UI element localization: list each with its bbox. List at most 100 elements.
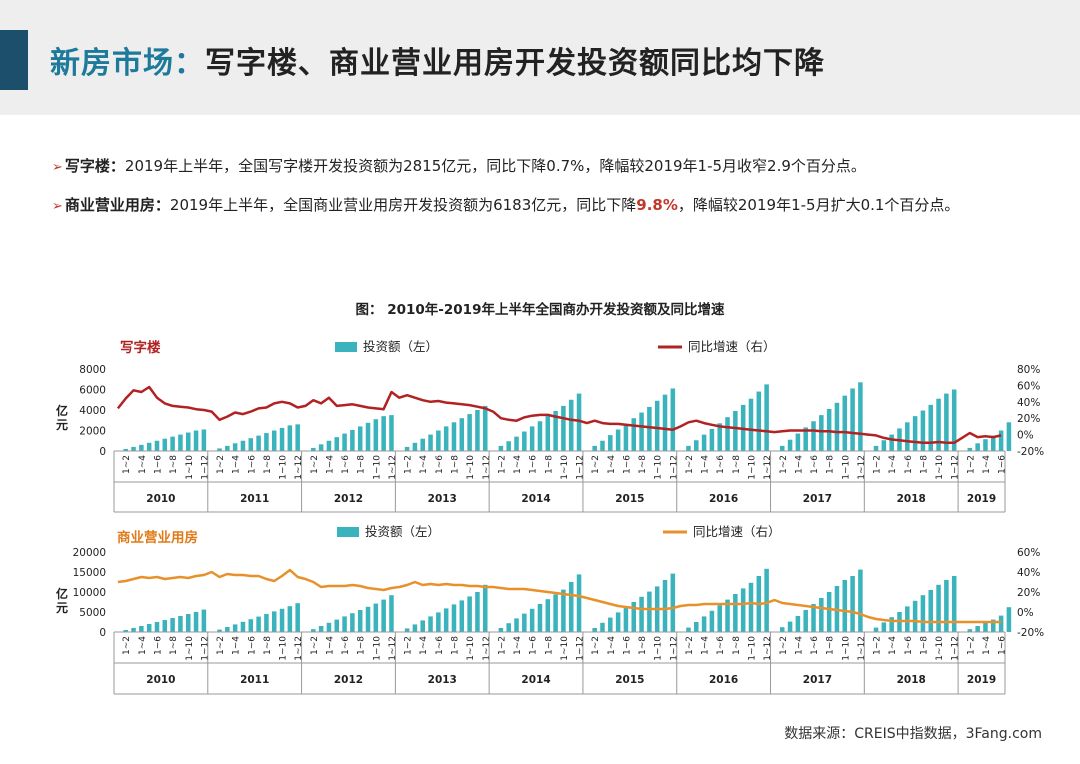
month-tick-label: 1~8 xyxy=(169,455,179,474)
month-tick-label: 1~12 xyxy=(294,636,304,661)
investment-bar xyxy=(522,613,527,632)
investment-bar xyxy=(506,623,511,632)
investment-bar xyxy=(608,435,613,451)
investment-bar xyxy=(779,627,785,632)
investment-bar xyxy=(240,440,246,451)
year-label: 2017 xyxy=(803,493,832,505)
year-label: 2019 xyxy=(967,493,996,505)
month-tick-label: 1~2 xyxy=(497,636,507,655)
investment-bar xyxy=(217,448,222,451)
investment-bar xyxy=(998,430,1004,451)
investment-bar xyxy=(850,576,855,632)
investment-bar xyxy=(443,608,449,632)
month-tick-label: 1~12 xyxy=(576,636,586,661)
investment-bar xyxy=(858,569,863,632)
month-tick-label: 1~6 xyxy=(529,455,539,474)
investment-bar xyxy=(248,619,254,632)
investment-bar xyxy=(694,622,699,632)
slide-title: 新房市场：写字楼、商业营业用房开发投资额同比均下降 xyxy=(50,38,825,82)
month-tick-label: 1~10 xyxy=(372,455,382,480)
figure-title: 图： 2010年-2019年上半年全国商办开发投资额及同比增速 xyxy=(355,302,725,318)
month-tick-label: 1~4 xyxy=(982,636,992,655)
investment-bar xyxy=(365,606,371,632)
investment-bar xyxy=(764,568,769,632)
year-label: 2012 xyxy=(334,493,363,505)
investment-bar xyxy=(819,415,824,451)
title-highlight: 新房市场： xyxy=(50,46,205,81)
investment-bar xyxy=(756,391,762,451)
investment-bar xyxy=(842,395,848,451)
investment-bar xyxy=(912,416,918,451)
investment-bar xyxy=(608,617,613,632)
year-label: 2013 xyxy=(428,493,457,505)
investment-bar xyxy=(514,436,519,451)
investment-bar xyxy=(670,388,676,451)
investment-bar xyxy=(350,429,355,451)
month-tick-label: 1~4 xyxy=(513,636,523,655)
investment-bar xyxy=(834,402,840,451)
month-tick-label: 1~4 xyxy=(701,636,711,655)
investment-bar xyxy=(545,416,551,451)
year-label: 2019 xyxy=(967,674,996,686)
investment-bar xyxy=(826,408,832,451)
month-tick-label: 1~12 xyxy=(951,636,961,661)
month-tick-label: 1~10 xyxy=(560,636,570,661)
bullet-commercial: ➢ 商业营业用房：2019年上半年，全国商业营业用房开发投资额为6183亿元，同比… xyxy=(52,194,959,215)
month-tick-label: 1~4 xyxy=(607,636,617,655)
month-tick-label: 1~2 xyxy=(966,455,976,474)
investment-bar xyxy=(631,418,637,451)
investment-bar xyxy=(162,438,168,451)
investment-bar xyxy=(701,434,707,451)
bullet-text: 2019年上半年，全国写字楼开发投资额为2815亿元，同比下降0.7%，降幅较2… xyxy=(124,157,866,175)
investment-bar xyxy=(139,444,144,451)
y-tick-label: 4000 xyxy=(79,405,106,417)
y2-tick-label: 20% xyxy=(1017,587,1040,599)
investment-bar xyxy=(178,434,183,451)
investment-bar xyxy=(936,584,941,632)
month-tick-label: 1~6 xyxy=(435,636,445,655)
investment-bar xyxy=(498,445,504,451)
growth-line xyxy=(117,568,1002,624)
month-tick-label: 1~4 xyxy=(232,455,242,474)
month-tick-label: 1~2 xyxy=(966,636,976,655)
investment-bar xyxy=(889,434,894,451)
month-tick-label: 1~10 xyxy=(841,636,851,661)
y2-tick-label: 40% xyxy=(1017,567,1040,579)
investment-bar xyxy=(475,592,480,632)
investment-bar xyxy=(639,596,644,632)
investment-bar xyxy=(506,441,511,451)
investment-bar xyxy=(443,426,449,451)
y2-tick-label: 20% xyxy=(1017,413,1040,425)
month-tick-label: 1~6 xyxy=(998,455,1008,474)
investment-bar xyxy=(342,616,347,632)
investment-bar xyxy=(975,626,980,632)
month-tick-label: 1~8 xyxy=(263,636,273,655)
legend-bar-swatch xyxy=(337,527,359,537)
investment-bar xyxy=(709,428,715,451)
month-tick-label: 1~2 xyxy=(685,455,695,474)
y-axis-label: 亿 xyxy=(56,586,68,601)
month-tick-label: 1~12 xyxy=(200,455,210,480)
month-tick-label: 1~2 xyxy=(310,455,320,474)
year-label: 2015 xyxy=(615,674,644,686)
y-tick-label: 0 xyxy=(99,446,106,458)
investment-bar xyxy=(295,424,300,451)
investment-bar xyxy=(459,600,465,632)
investment-bar xyxy=(178,616,183,632)
investment-bar xyxy=(420,438,425,451)
month-tick-label: 1~6 xyxy=(716,455,726,474)
year-label: 2013 xyxy=(428,674,457,686)
investment-bar xyxy=(811,604,816,632)
month-tick-label: 1~10 xyxy=(185,455,195,480)
investment-bar xyxy=(967,447,973,451)
investment-bar xyxy=(1006,422,1012,451)
investment-bar xyxy=(271,430,277,451)
month-tick-label: 1~2 xyxy=(591,455,601,474)
investment-bar xyxy=(193,430,199,451)
month-tick-label: 1~8 xyxy=(169,636,179,655)
investment-bar xyxy=(733,411,738,451)
investment-bar xyxy=(662,580,668,632)
bullet-arrow-icon: ➢ xyxy=(52,199,63,214)
investment-bar xyxy=(154,440,160,451)
month-tick-label: 1~8 xyxy=(919,455,929,474)
